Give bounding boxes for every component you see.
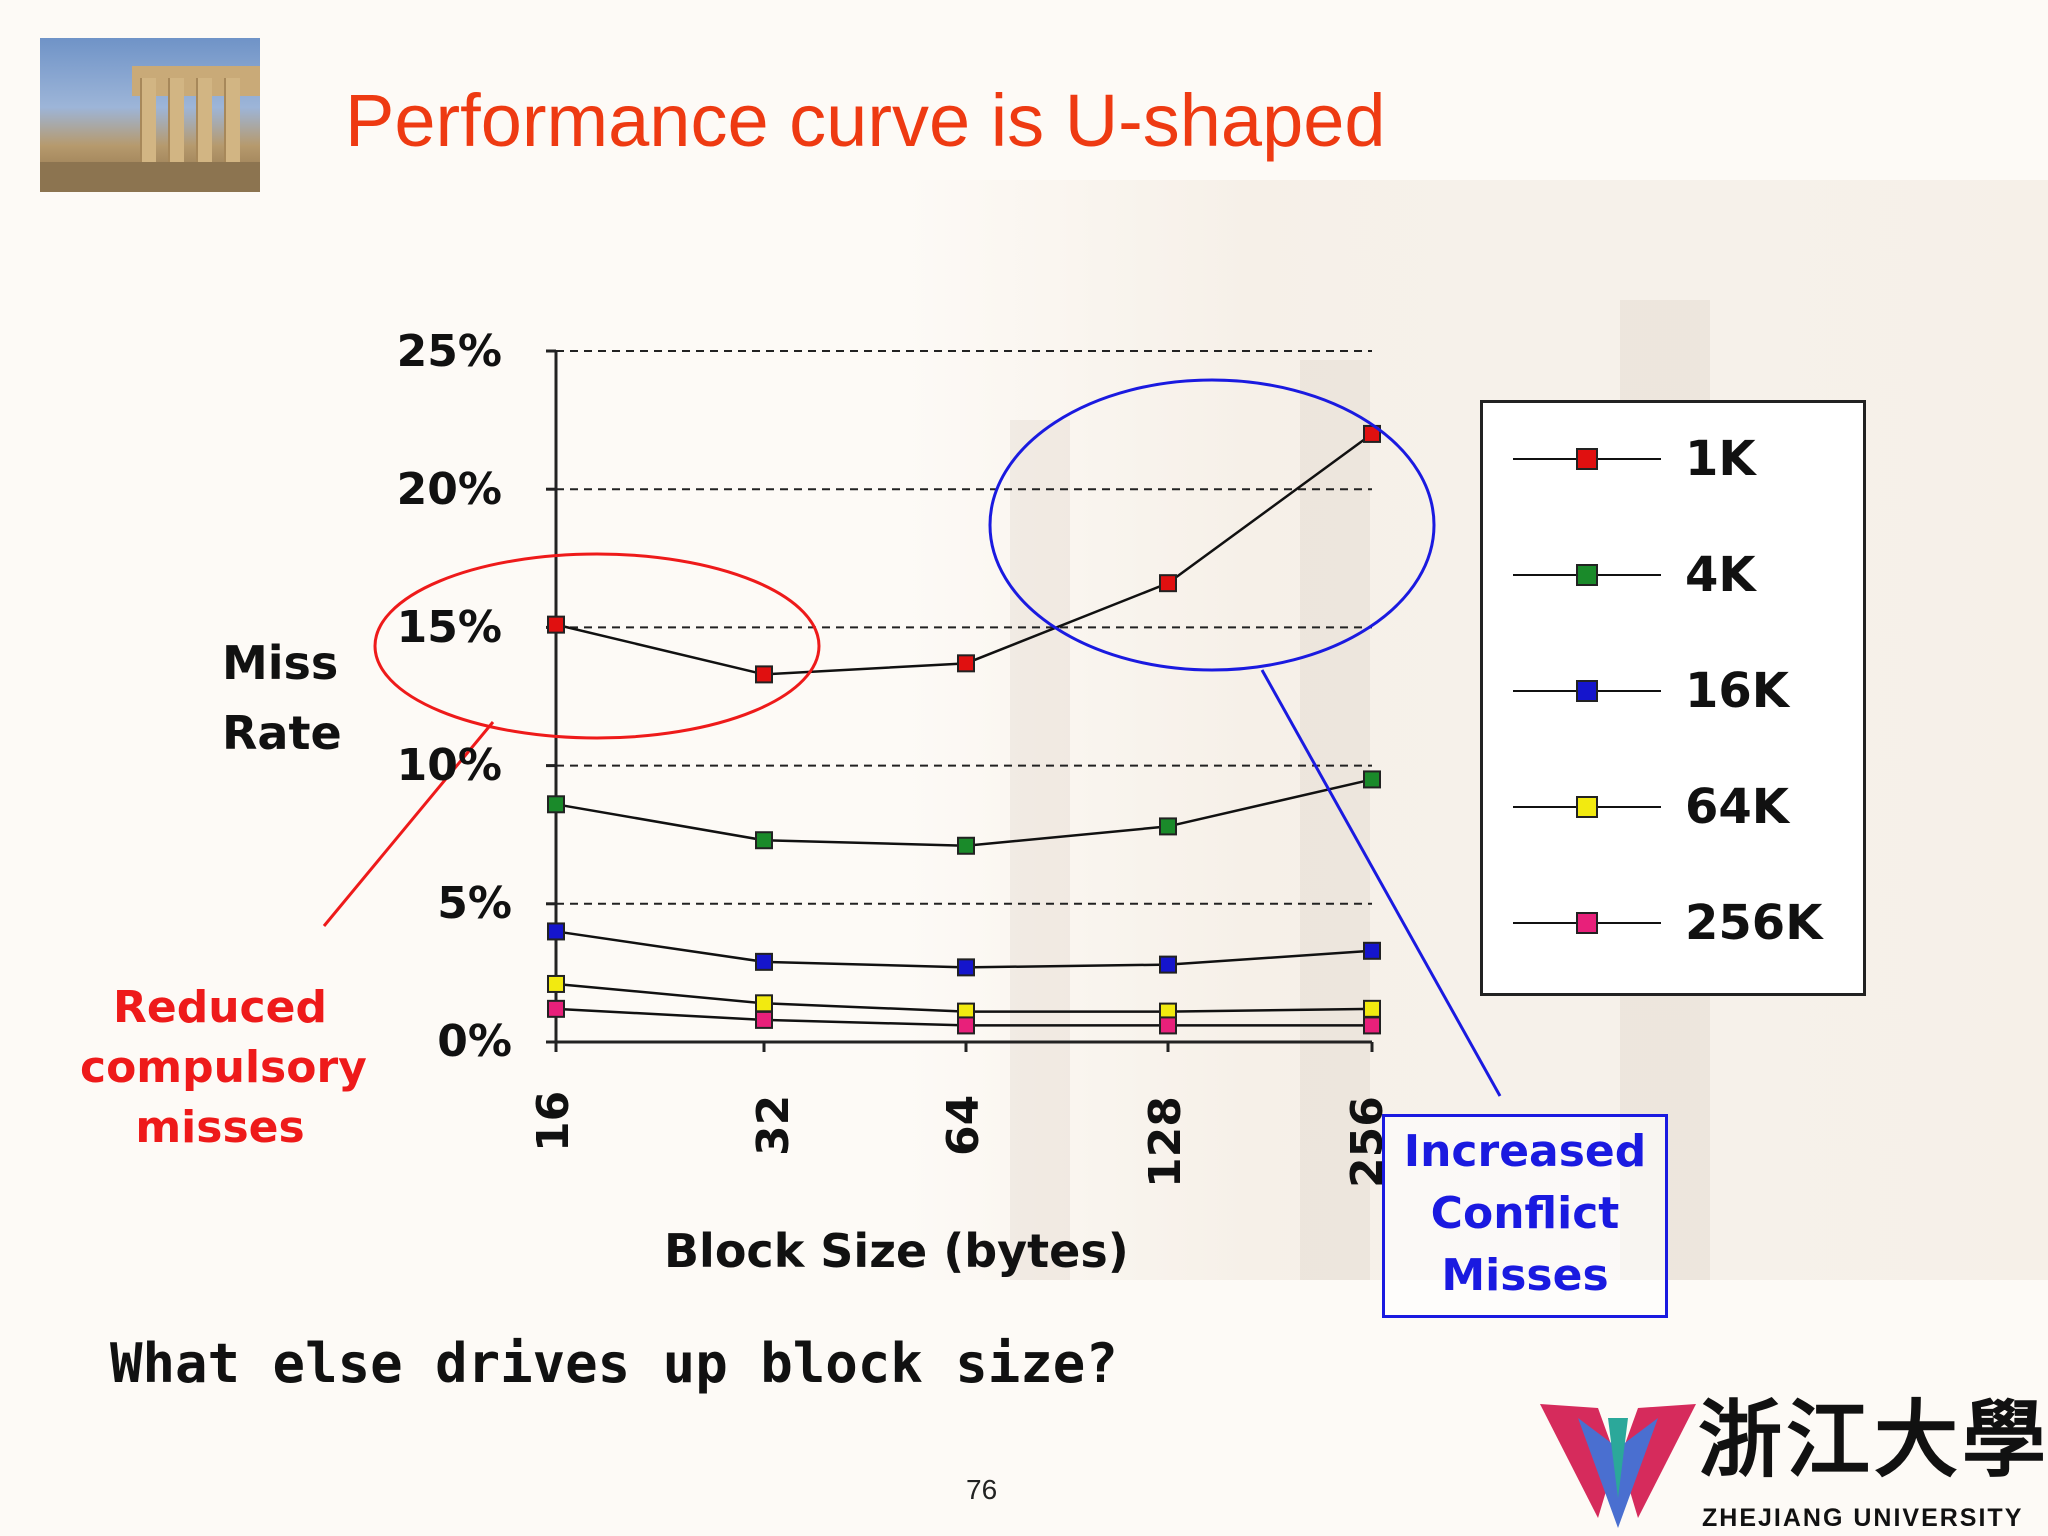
x-tick-label: 32	[748, 1094, 799, 1156]
legend-marker	[1576, 564, 1598, 586]
red-note-line: compulsory	[80, 1042, 367, 1093]
parthenon-thumbnail	[40, 38, 260, 192]
question-text: What else drives up block size?	[110, 1332, 1118, 1395]
legend-marker	[1576, 448, 1598, 470]
data-point-64k	[1363, 999, 1381, 1018]
blue-pointer-line	[1260, 669, 1502, 1097]
legend-marker	[1576, 796, 1598, 818]
data-point-16k	[755, 952, 773, 971]
legend-item-64k: 64K	[1483, 777, 1863, 837]
y-axis-label-line-1: Miss	[222, 636, 339, 690]
series-line-1k	[555, 432, 1373, 676]
legend-label: 16K	[1685, 663, 1789, 719]
x-tick-label: 128	[1140, 1096, 1191, 1188]
y-axis-label-line-2: Rate	[222, 706, 342, 760]
data-point-256k	[755, 1010, 773, 1029]
legend-marker	[1576, 680, 1598, 702]
legend-item-4k: 4K	[1483, 545, 1863, 605]
data-point-4k	[1363, 770, 1381, 789]
y-tick-label: 20%	[396, 464, 502, 515]
x-axis-label: Block Size (bytes)	[664, 1224, 1129, 1278]
y-tick-label: 0%	[437, 1016, 512, 1067]
data-point-64k	[547, 974, 565, 993]
university-emblem-icon	[1540, 1404, 1696, 1528]
data-point-256k	[957, 1016, 975, 1035]
page-number: 76	[966, 1474, 998, 1505]
reduced-compulsory-misses-note: Reduced compulsory misses	[80, 978, 367, 1158]
zhejiang-university-logo: 浙江大學 ZHEJIANG UNIVERSITY	[1538, 1398, 2046, 1532]
data-point-4k	[957, 836, 975, 855]
compulsory-misses-ellipse	[373, 552, 821, 740]
legend-marker	[1576, 912, 1598, 934]
data-point-4k	[755, 831, 773, 850]
x-tick-label: 16	[528, 1090, 579, 1152]
legend-item-16k: 16K	[1483, 661, 1863, 721]
logo-chinese-text: 浙江大學	[1698, 1390, 2048, 1489]
blue-note-line: Conflict	[1430, 1188, 1620, 1239]
series-line-4k	[555, 778, 1373, 848]
conflict-misses-ellipse	[988, 378, 1436, 672]
data-point-4k	[1159, 817, 1177, 836]
red-note-line: Reduced	[113, 982, 327, 1033]
data-point-16k	[1159, 955, 1177, 974]
legend-label: 64K	[1685, 779, 1789, 835]
red-pointer-line	[322, 721, 495, 927]
legend-label: 1K	[1685, 431, 1756, 487]
chart-legend: 1K 4K 16K 64K 256K	[1480, 400, 1866, 996]
legend-item-256k: 256K	[1483, 893, 1863, 953]
blue-note-line: Misses	[1441, 1250, 1609, 1301]
data-point-16k	[547, 922, 565, 941]
slide-title: Performance curve is U-shaped	[345, 79, 1386, 162]
data-point-16k	[957, 958, 975, 977]
data-point-1k	[957, 654, 975, 673]
x-tick-label: 64	[938, 1094, 989, 1156]
background-column	[1300, 360, 1370, 1280]
logo-english-text: ZHEJIANG UNIVERSITY	[1702, 1504, 2024, 1532]
legend-label: 256K	[1685, 895, 1823, 951]
increased-conflict-misses-note: Increased Conflict Misses	[1382, 1114, 1668, 1318]
background-column	[1010, 420, 1070, 1280]
data-point-1k	[547, 615, 565, 634]
data-point-1k	[1159, 574, 1177, 593]
legend-item-1k: 1K	[1483, 429, 1863, 489]
data-point-16k	[1363, 941, 1381, 960]
y-tick-label: 25%	[396, 326, 502, 377]
data-point-256k	[1363, 1016, 1381, 1035]
blue-note-line: Increased	[1403, 1126, 1647, 1177]
legend-label: 4K	[1685, 547, 1756, 603]
data-point-4k	[547, 795, 565, 814]
data-point-1k	[755, 665, 773, 684]
y-tick-label: 15%	[396, 602, 502, 653]
data-point-64k	[755, 994, 773, 1013]
y-tick-label: 10%	[396, 740, 502, 791]
red-note-line: misses	[135, 1102, 305, 1153]
y-tick-label: 5%	[437, 878, 512, 929]
data-point-256k	[547, 999, 565, 1018]
data-point-256k	[1159, 1016, 1177, 1035]
